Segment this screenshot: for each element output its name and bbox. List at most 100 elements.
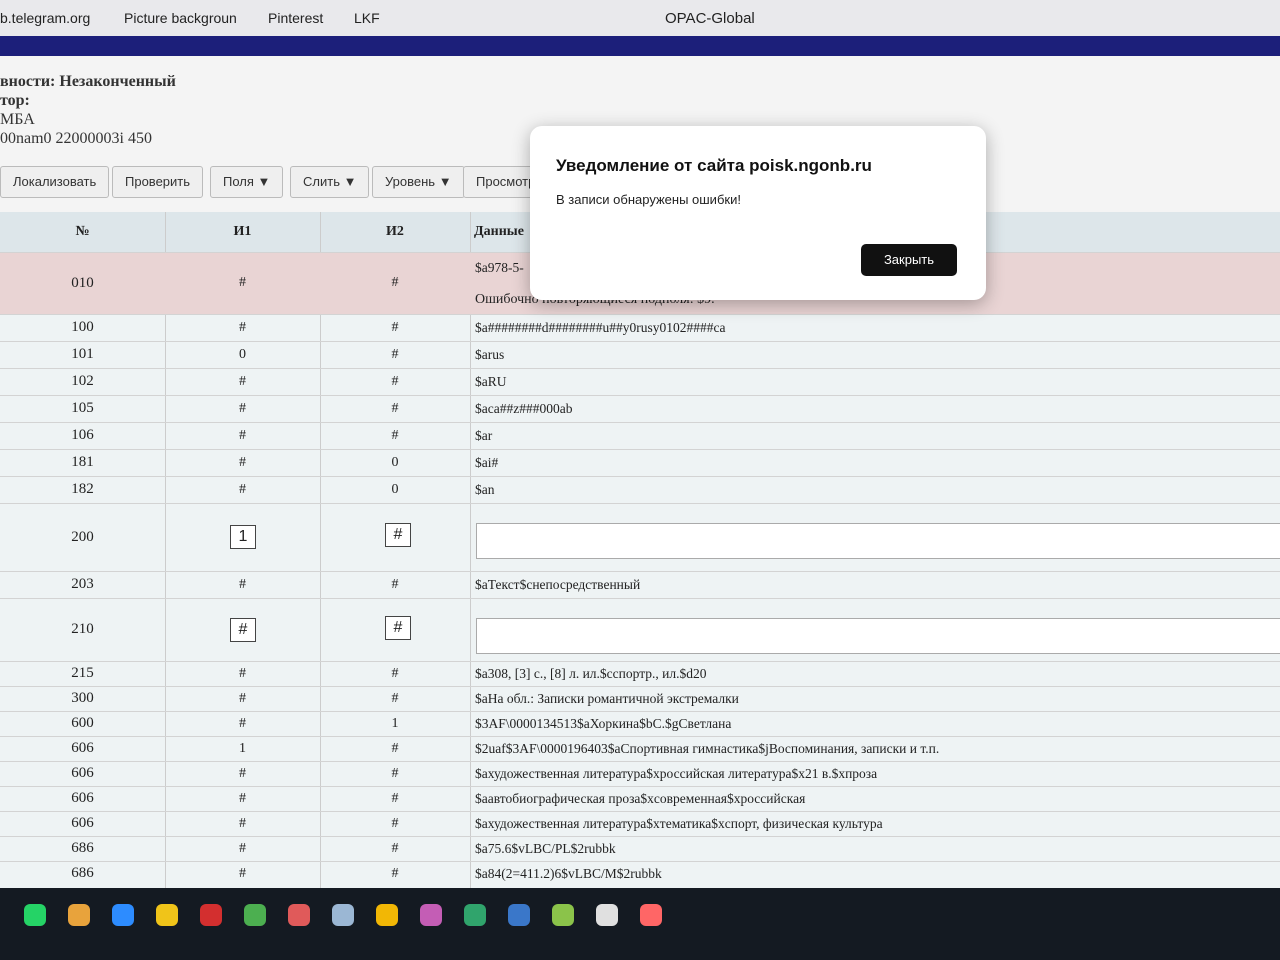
indicator-1: # [239, 815, 246, 831]
field-data: $an [475, 481, 495, 497]
indicator-1: # [239, 427, 246, 443]
header-line: тор: [0, 92, 30, 109]
tag: 182 [71, 481, 94, 497]
taskbar-icon[interactable] [376, 904, 398, 926]
column-divider [320, 212, 321, 888]
header-line: 00nam0 22000003i 450 [0, 130, 152, 147]
taskbar-icon[interactable] [68, 904, 90, 926]
bookmark[interactable]: b.telegram.org [0, 10, 91, 26]
row-divider [0, 571, 1280, 572]
button[interactable]: Поля ▼ [210, 166, 284, 198]
indicator-input[interactable]: 1 [230, 525, 256, 549]
field-data: $a308, [3] с., [8] л. ил.$cспортр., ил.$… [475, 665, 707, 681]
tag: 686 [71, 865, 94, 881]
taskbar-icon[interactable] [112, 904, 134, 926]
indicator-1: # [239, 400, 246, 416]
data-input[interactable] [476, 618, 1280, 654]
field-data: $aхудожественная литература$xроссийская … [475, 765, 878, 781]
row-divider [0, 736, 1280, 737]
dialog-message: В записи обнаружены ошибки! [556, 192, 741, 207]
button[interactable]: Слить ▼ [290, 166, 370, 198]
indicator-2: # [391, 740, 399, 756]
tag: 102 [71, 373, 94, 389]
button[interactable]: Проверить [112, 166, 204, 198]
tag: 100 [71, 319, 94, 335]
taskbar-icon[interactable] [24, 904, 46, 926]
tag: 203 [71, 576, 94, 592]
row-divider [0, 686, 1280, 687]
indicator-2: # [391, 665, 399, 681]
taskbar-icon[interactable] [464, 904, 486, 926]
column-header: Данные [474, 224, 524, 239]
row-divider [0, 314, 1280, 315]
tag: 300 [71, 690, 94, 706]
field-data: $ar [475, 427, 493, 443]
bookmark[interactable]: Pinterest [268, 10, 324, 26]
alert-dialog: Уведомление от сайта poisk.ngonb.ru В за… [530, 126, 986, 300]
tag: 600 [71, 715, 94, 731]
field-data: $a75.6$vLBC/PL$2rubbk [475, 840, 616, 856]
row-divider [0, 711, 1280, 712]
bookmark[interactable]: LKF [354, 10, 380, 26]
indicator-1: # [239, 576, 246, 592]
data-input[interactable] [476, 523, 1280, 559]
taskbar-icon[interactable] [332, 904, 354, 926]
column-header: № [75, 224, 90, 239]
taskbar-icon[interactable] [244, 904, 266, 926]
taskbar-icon[interactable] [508, 904, 530, 926]
indicator-1: # [239, 715, 246, 731]
close-button[interactable]: Закрыть [861, 244, 957, 276]
row-divider [0, 861, 1280, 862]
indicator-2: # [391, 765, 399, 781]
indicator-1: # [239, 373, 246, 389]
indicator-2: # [391, 427, 399, 443]
bookmark[interactable]: Picture backgroun [124, 10, 237, 26]
taskbar-icon[interactable] [552, 904, 574, 926]
taskbar-icon[interactable] [420, 904, 442, 926]
indicator-1: # [239, 790, 246, 806]
indicator-2: # [391, 840, 399, 856]
taskbar-icon[interactable] [200, 904, 222, 926]
indicator-input[interactable]: # [385, 523, 411, 547]
tag: 606 [71, 815, 94, 831]
field-data: $a84(2=411.2)6$vLBC/M$2rubbk [475, 865, 662, 881]
header-line: МБА [0, 111, 35, 128]
taskbar-icon[interactable] [288, 904, 310, 926]
indicator-2: # [391, 373, 399, 389]
row-divider [0, 761, 1280, 762]
indicator-2: # [391, 690, 399, 706]
field-data: $aавтобиографическая проза$xсовременная$… [475, 790, 806, 806]
indicator-1: # [239, 690, 246, 706]
row-divider [0, 422, 1280, 423]
taskbar-icon[interactable] [156, 904, 178, 926]
row-divider [0, 368, 1280, 369]
indicator-2: 1 [391, 715, 399, 731]
field-data: $aRU [475, 373, 507, 389]
indicator-2: # [391, 815, 399, 831]
indicator-1: # [239, 275, 246, 290]
button[interactable]: Уровень ▼ [372, 166, 465, 198]
field-data: $3AF\0000134513$aХоркина$bС.$gСветлана [475, 715, 732, 731]
column-header: И1 [233, 224, 252, 239]
header-band [0, 36, 1280, 56]
tag: 686 [71, 840, 94, 856]
taskbar-icon[interactable] [596, 904, 618, 926]
field-data: $aТекст$cнепосредственный [475, 576, 641, 592]
button[interactable]: Локализовать [0, 166, 110, 198]
indicator-2: # [391, 576, 399, 592]
taskbar-icon[interactable] [640, 904, 662, 926]
field-data: $arus [475, 346, 505, 362]
indicator-1: # [239, 765, 246, 781]
indicator-input[interactable]: # [385, 615, 411, 640]
tag: 181 [71, 454, 94, 470]
indicator-1: # [239, 840, 246, 856]
field-data: $aНа обл.: Записки романтичной экстремал… [475, 690, 739, 706]
indicator-1: # [239, 865, 246, 881]
field-data: $a########d########u##y0rusy0102####ca [475, 319, 726, 335]
header-line: вности: Незаконченный [0, 73, 176, 90]
indicator-2: # [391, 275, 399, 290]
tag: 105 [71, 400, 94, 416]
indicator-input[interactable]: # [230, 617, 256, 642]
column-divider [165, 212, 166, 888]
